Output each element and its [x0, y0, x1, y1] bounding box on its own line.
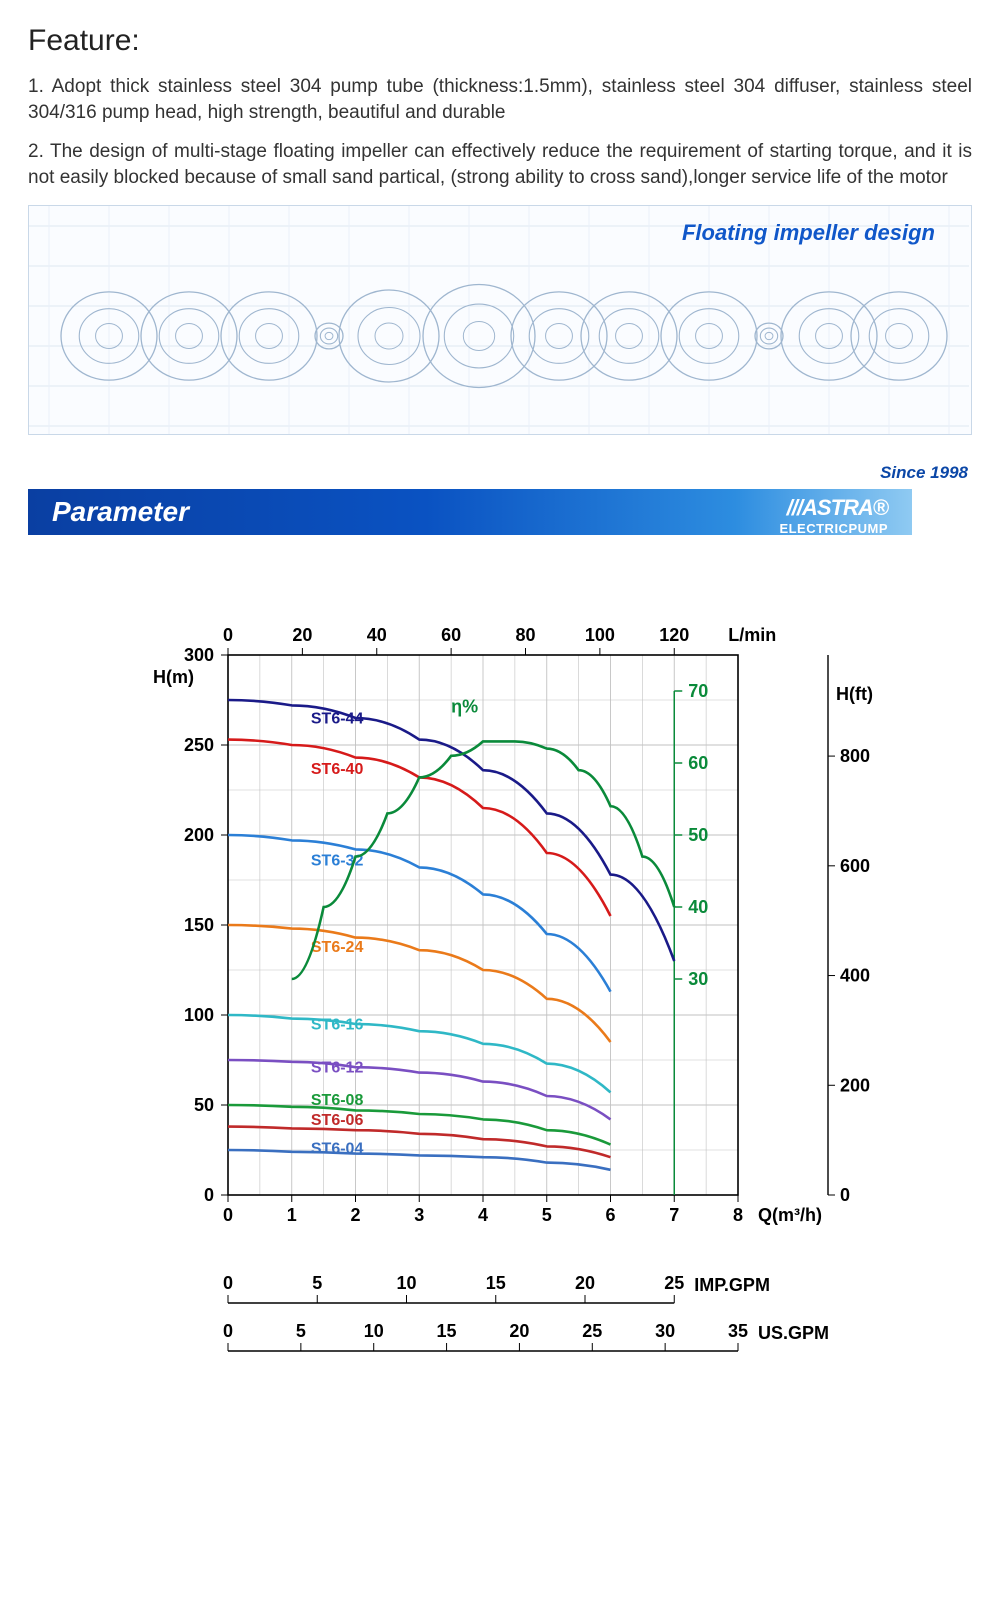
svg-text:15: 15	[437, 1321, 457, 1341]
svg-text:200: 200	[184, 825, 214, 845]
svg-text:ST6-32: ST6-32	[311, 852, 364, 869]
svg-text:40: 40	[367, 625, 387, 645]
svg-text:0: 0	[223, 1273, 233, 1293]
svg-text:200: 200	[840, 1075, 870, 1095]
svg-text:40: 40	[688, 897, 708, 917]
svg-text:0: 0	[840, 1185, 850, 1205]
svg-text:2: 2	[350, 1205, 360, 1225]
svg-text:8: 8	[733, 1205, 743, 1225]
svg-text:η%: η%	[451, 696, 478, 716]
svg-text:6: 6	[605, 1205, 615, 1225]
svg-text:100: 100	[585, 625, 615, 645]
svg-text:5: 5	[542, 1205, 552, 1225]
svg-text:US.GPM: US.GPM	[758, 1323, 829, 1343]
svg-text:L/min: L/min	[728, 625, 776, 645]
svg-text:ST6-06: ST6-06	[311, 1111, 364, 1128]
svg-text:ST6-08: ST6-08	[311, 1092, 364, 1109]
svg-text:15: 15	[486, 1273, 506, 1293]
svg-text:10: 10	[364, 1321, 384, 1341]
banner-bar: Parameter ///ASTRA® ELECTRICPUMP	[28, 489, 912, 535]
performance-chart: 020406080100120L/min050100150200250300H(…	[148, 615, 928, 1385]
svg-text:0: 0	[204, 1185, 214, 1205]
svg-text:100: 100	[184, 1005, 214, 1025]
parameter-heading: Parameter	[52, 496, 189, 528]
svg-text:30: 30	[688, 969, 708, 989]
svg-text:35: 35	[728, 1321, 748, 1341]
svg-text:400: 400	[840, 965, 870, 985]
parameter-banner: Since 1998 Parameter ///ASTRA® ELECTRICP…	[28, 485, 972, 555]
brand-name: ///ASTRA®	[779, 495, 888, 521]
feature-heading: Feature:	[28, 24, 972, 58]
svg-text:0: 0	[223, 1205, 233, 1225]
svg-text:250: 250	[184, 735, 214, 755]
svg-text:800: 800	[840, 746, 870, 766]
svg-text:20: 20	[292, 625, 312, 645]
svg-text:60: 60	[441, 625, 461, 645]
svg-text:H(m): H(m)	[153, 667, 194, 687]
svg-text:30: 30	[655, 1321, 675, 1341]
svg-text:7: 7	[669, 1205, 679, 1225]
svg-text:60: 60	[688, 753, 708, 773]
svg-text:ST6-40: ST6-40	[311, 760, 364, 777]
svg-text:H(ft): H(ft)	[836, 684, 873, 704]
svg-text:70: 70	[688, 681, 708, 701]
feature-paragraph-1: 1. Adopt thick stainless steel 304 pump …	[28, 74, 972, 125]
svg-text:ST6-24: ST6-24	[311, 939, 364, 956]
svg-text:20: 20	[509, 1321, 529, 1341]
svg-text:4: 4	[478, 1205, 488, 1225]
svg-text:50: 50	[688, 825, 708, 845]
svg-text:Q(m³/h): Q(m³/h)	[758, 1205, 822, 1225]
svg-text:300: 300	[184, 645, 214, 665]
since-label: Since 1998	[880, 463, 968, 483]
diagram-title: Floating impeller design	[682, 220, 935, 246]
svg-text:50: 50	[194, 1095, 214, 1115]
svg-text:0: 0	[223, 625, 233, 645]
svg-text:ST6-44: ST6-44	[311, 710, 364, 727]
brand-tagline: ELECTRICPUMP	[779, 521, 888, 536]
feature-paragraph-2: 2. The design of multi-stage floating im…	[28, 139, 972, 190]
brand-logo: ///ASTRA® ELECTRICPUMP	[779, 495, 888, 536]
svg-text:20: 20	[575, 1273, 595, 1293]
svg-text:80: 80	[515, 625, 535, 645]
svg-text:ST6-16: ST6-16	[311, 1016, 364, 1033]
svg-text:0: 0	[223, 1321, 233, 1341]
svg-text:1: 1	[287, 1205, 297, 1225]
svg-text:10: 10	[396, 1273, 416, 1293]
svg-text:3: 3	[414, 1205, 424, 1225]
svg-text:25: 25	[664, 1273, 684, 1293]
impeller-diagram: Floating impeller design	[28, 205, 972, 435]
svg-text:5: 5	[312, 1273, 322, 1293]
svg-text:ST6-04: ST6-04	[311, 1140, 364, 1157]
svg-text:25: 25	[582, 1321, 602, 1341]
svg-text:120: 120	[659, 625, 689, 645]
svg-text:IMP.GPM: IMP.GPM	[694, 1275, 770, 1295]
svg-text:ST6-12: ST6-12	[311, 1059, 364, 1076]
svg-text:150: 150	[184, 915, 214, 935]
svg-text:600: 600	[840, 855, 870, 875]
svg-text:5: 5	[296, 1321, 306, 1341]
